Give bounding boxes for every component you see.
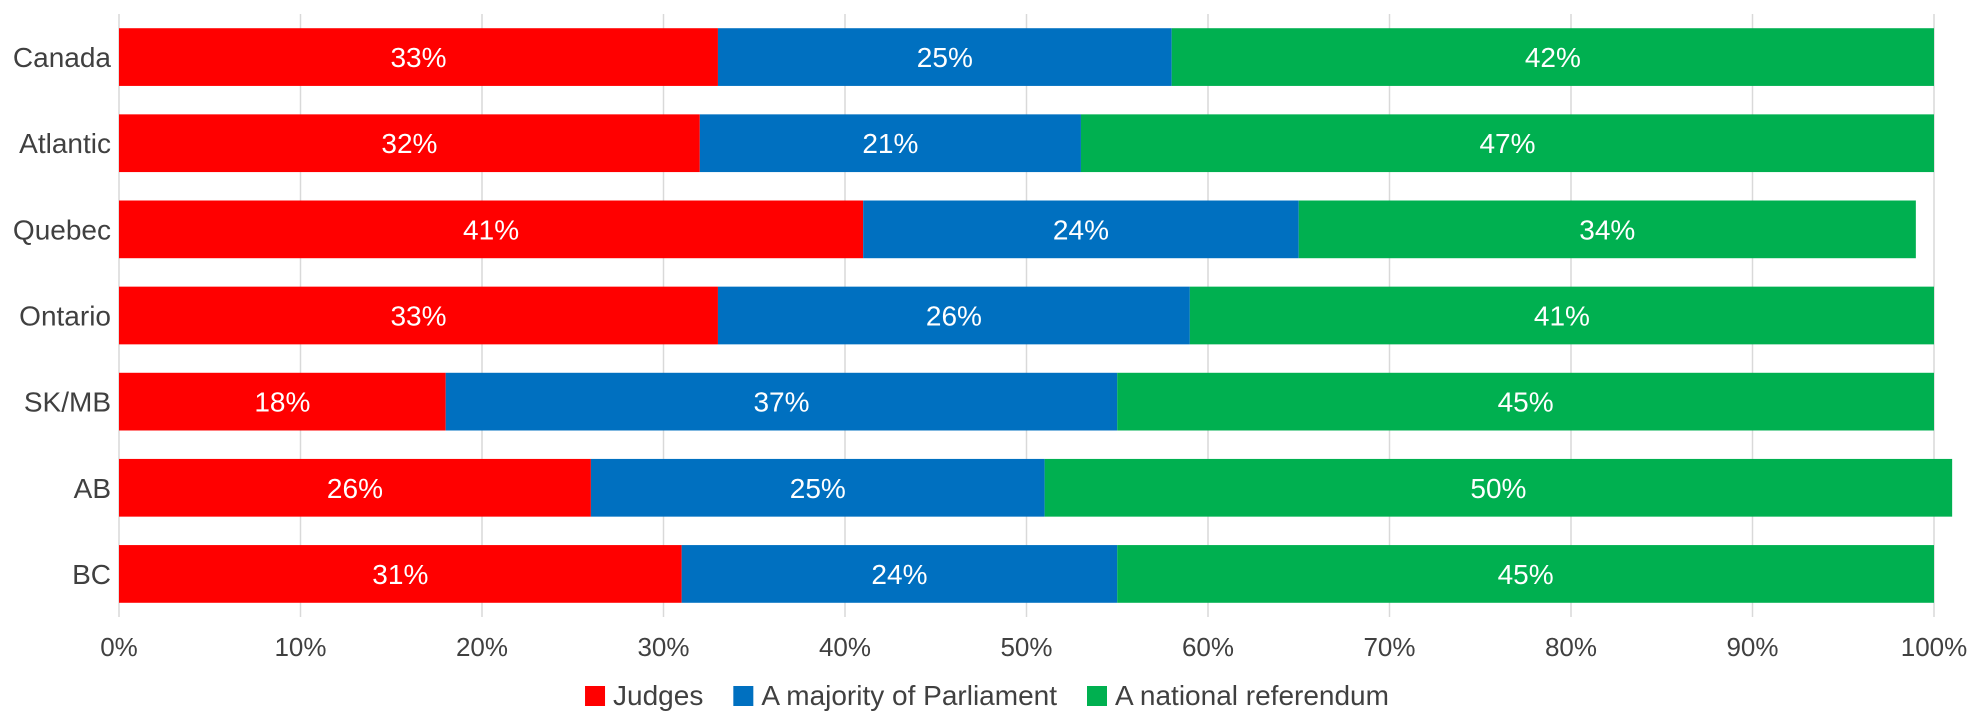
data-label: 32% bbox=[381, 128, 437, 159]
data-label: 37% bbox=[753, 387, 809, 418]
value-axis: 0% 10% 20% 30% 40% 50% 60% 70% 80% 90% 100% bbox=[100, 632, 1967, 662]
data-label: 18% bbox=[254, 387, 310, 418]
legend-item-a-national-referendum: A national referendum bbox=[1087, 680, 1389, 711]
category-label-atlantic: Atlantic bbox=[19, 128, 111, 159]
data-label: 42% bbox=[1525, 42, 1581, 73]
bar-a-majority-of-parliament-quebec bbox=[863, 200, 1299, 259]
data-label: 24% bbox=[1053, 214, 1109, 245]
data-label: 41% bbox=[463, 214, 519, 245]
bar-judges-bc bbox=[119, 545, 682, 603]
category-label-sk-mb: SK/MB bbox=[24, 387, 111, 418]
bar-a-national-referendum-canada bbox=[1171, 28, 1934, 86]
data-label: 50% bbox=[1470, 473, 1526, 504]
bar-a-national-referendum-ab bbox=[1044, 458, 1953, 517]
legend-label: Judges bbox=[613, 680, 703, 711]
data-label: 21% bbox=[862, 128, 918, 159]
bar-a-majority-of-parliament-sk-mb bbox=[445, 372, 1118, 431]
data-labels: 33% 25% 42% 32% 21% 47% 41% 24% 34% 33% 26% 41% 18% 3… bbox=[254, 42, 1635, 590]
data-label: 25% bbox=[790, 473, 846, 504]
x-tick-label: 10% bbox=[274, 632, 326, 662]
category-axis: Canada Atlantic Quebec Ontario SK/MB AB BC bbox=[13, 42, 112, 590]
bar-judges-canada bbox=[119, 28, 718, 86]
category-label-bc: BC bbox=[72, 559, 111, 590]
bar-a-national-referendum-bc bbox=[1117, 545, 1934, 603]
bar-a-national-referendum-ontario bbox=[1189, 286, 1934, 345]
category-label-ontario: Ontario bbox=[19, 301, 111, 332]
bar-a-majority-of-parliament-canada bbox=[717, 28, 1172, 86]
legend: Judges A majority of Parliament A national… bbox=[585, 680, 1389, 711]
data-label: 47% bbox=[1479, 128, 1535, 159]
data-label: 26% bbox=[327, 473, 383, 504]
bar-judges-sk-mb bbox=[119, 372, 446, 431]
bar-a-majority-of-parliament-bc bbox=[681, 545, 1118, 603]
legend-item-judges: Judges bbox=[585, 680, 703, 711]
x-tick-label: 70% bbox=[1363, 632, 1415, 662]
legend-label: A national referendum bbox=[1115, 680, 1389, 711]
x-tick-label: 40% bbox=[819, 632, 871, 662]
bar-a-national-referendum-quebec bbox=[1298, 200, 1916, 259]
bar-a-majority-of-parliament-ontario bbox=[717, 286, 1190, 345]
legend-swatch bbox=[733, 686, 754, 706]
data-label: 25% bbox=[917, 42, 973, 73]
x-tick-label: 20% bbox=[456, 632, 508, 662]
legend-swatch bbox=[1087, 686, 1107, 706]
bar-judges-atlantic bbox=[119, 114, 700, 173]
category-label-canada: Canada bbox=[13, 42, 112, 73]
category-label-quebec: Quebec bbox=[13, 214, 111, 245]
x-tick-label: 80% bbox=[1545, 632, 1597, 662]
data-label: 31% bbox=[372, 559, 428, 590]
x-tick-label: 100% bbox=[1901, 632, 1968, 662]
bar-a-national-referendum-sk-mb bbox=[1117, 372, 1934, 431]
legend-label: A majority of Parliament bbox=[761, 680, 1057, 711]
bars bbox=[119, 28, 1953, 603]
x-tick-label: 60% bbox=[1182, 632, 1234, 662]
data-label: 41% bbox=[1534, 301, 1590, 332]
data-label: 33% bbox=[390, 42, 446, 73]
bar-judges-quebec bbox=[119, 200, 864, 259]
bar-a-majority-of-parliament-ab bbox=[590, 458, 1045, 517]
bar-a-majority-of-parliament-atlantic bbox=[699, 114, 1081, 173]
x-tick-label: 30% bbox=[637, 632, 689, 662]
data-label: 33% bbox=[390, 301, 446, 332]
legend-item-a-majority-of-parliament: A majority of Parliament bbox=[733, 680, 1057, 711]
legend-swatch bbox=[585, 686, 606, 706]
x-tick-label: 0% bbox=[100, 632, 138, 662]
x-tick-label: 50% bbox=[1000, 632, 1052, 662]
data-label: 26% bbox=[926, 301, 982, 332]
bar-judges-ontario bbox=[119, 286, 718, 345]
data-label: 24% bbox=[871, 559, 927, 590]
bar-a-national-referendum-atlantic bbox=[1080, 114, 1934, 173]
bar-judges-ab bbox=[119, 458, 591, 517]
data-label: 45% bbox=[1498, 387, 1554, 418]
x-tick-label: 90% bbox=[1726, 632, 1778, 662]
data-label: 34% bbox=[1579, 214, 1635, 245]
data-label: 45% bbox=[1498, 559, 1554, 590]
category-label-ab: AB bbox=[74, 473, 111, 504]
